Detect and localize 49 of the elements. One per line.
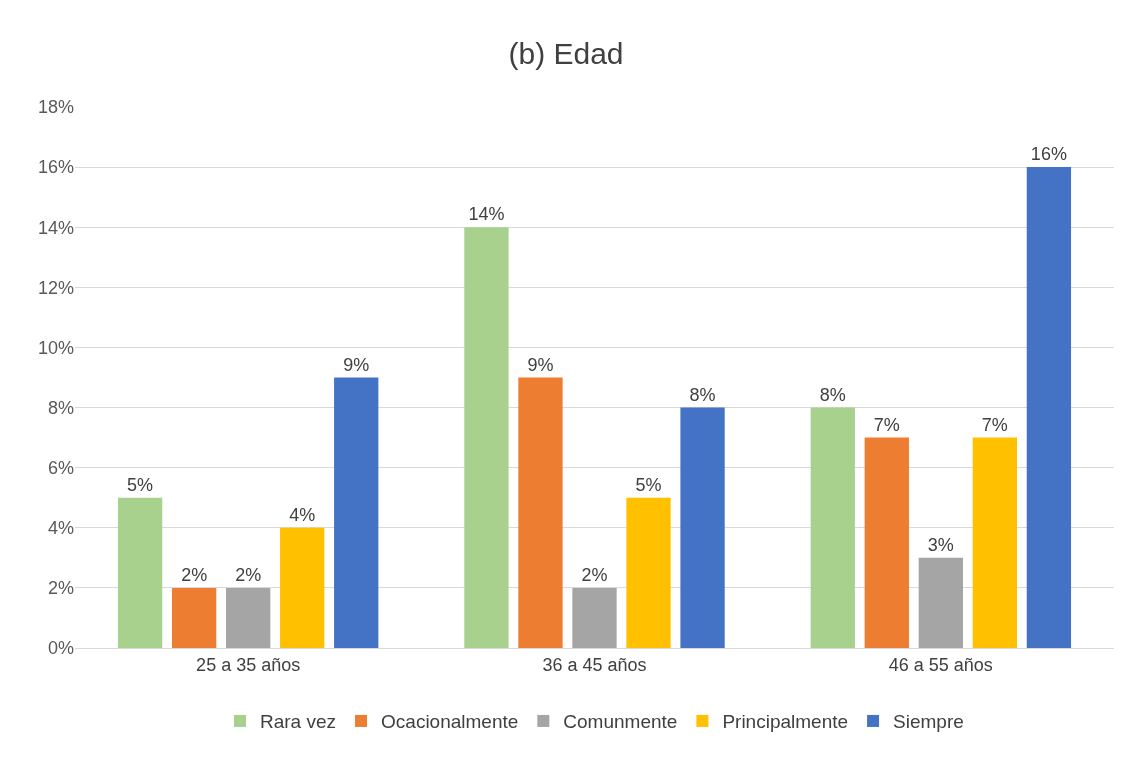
x-tick-label: 46 a 55 años — [888, 654, 993, 675]
y-tick-label: 8% — [47, 397, 74, 418]
legend-label: Comunmente — [563, 711, 678, 733]
x-tick-label: 25 a 35 años — [196, 654, 301, 675]
bar — [117, 497, 163, 648]
data-label: 9% — [343, 354, 370, 375]
y-tick-label: 16% — [37, 157, 74, 178]
chart-title: (b) Edad — [508, 37, 624, 71]
bar — [680, 407, 725, 648]
bar — [972, 437, 1018, 648]
y-tick-label: 4% — [47, 518, 74, 539]
data-label: 2% — [235, 564, 262, 585]
y-tick-label: 10% — [37, 337, 74, 358]
bar — [1026, 167, 1072, 648]
legend-label: Principalmente — [722, 711, 849, 733]
legend-label: Rara vez — [260, 711, 337, 733]
bar — [334, 377, 379, 648]
bar — [864, 437, 909, 648]
data-label: 9% — [527, 354, 554, 375]
data-label: 4% — [289, 504, 316, 525]
bar — [810, 407, 855, 648]
y-tick-label: 18% — [37, 97, 74, 118]
y-tick-label: 12% — [37, 277, 74, 298]
data-label: 7% — [873, 414, 900, 435]
bar — [226, 587, 271, 648]
legend-label: Ocacionalmente — [381, 711, 519, 733]
data-label: 16% — [1030, 144, 1067, 165]
data-label: 7% — [981, 414, 1008, 435]
data-label: 8% — [819, 384, 846, 405]
legend-label: Siempre — [893, 711, 964, 733]
y-tick-label: 6% — [47, 457, 74, 478]
y-tick-label: 14% — [37, 217, 74, 238]
y-tick-label: 0% — [47, 638, 74, 659]
bar — [464, 227, 509, 648]
data-label: 5% — [127, 474, 154, 495]
bar — [518, 377, 563, 648]
y-tick-label: 2% — [47, 578, 74, 599]
data-label: 14% — [468, 204, 505, 225]
bar — [171, 587, 217, 648]
data-label: 2% — [181, 564, 208, 585]
data-label: 8% — [689, 384, 716, 405]
bar — [280, 527, 325, 648]
data-label: 2% — [581, 564, 608, 585]
bar — [626, 497, 671, 648]
bar — [572, 587, 617, 648]
data-label: 5% — [635, 474, 662, 495]
x-tick-label: 36 a 45 años — [542, 654, 647, 675]
data-label: 3% — [927, 534, 954, 555]
bar — [918, 557, 963, 648]
